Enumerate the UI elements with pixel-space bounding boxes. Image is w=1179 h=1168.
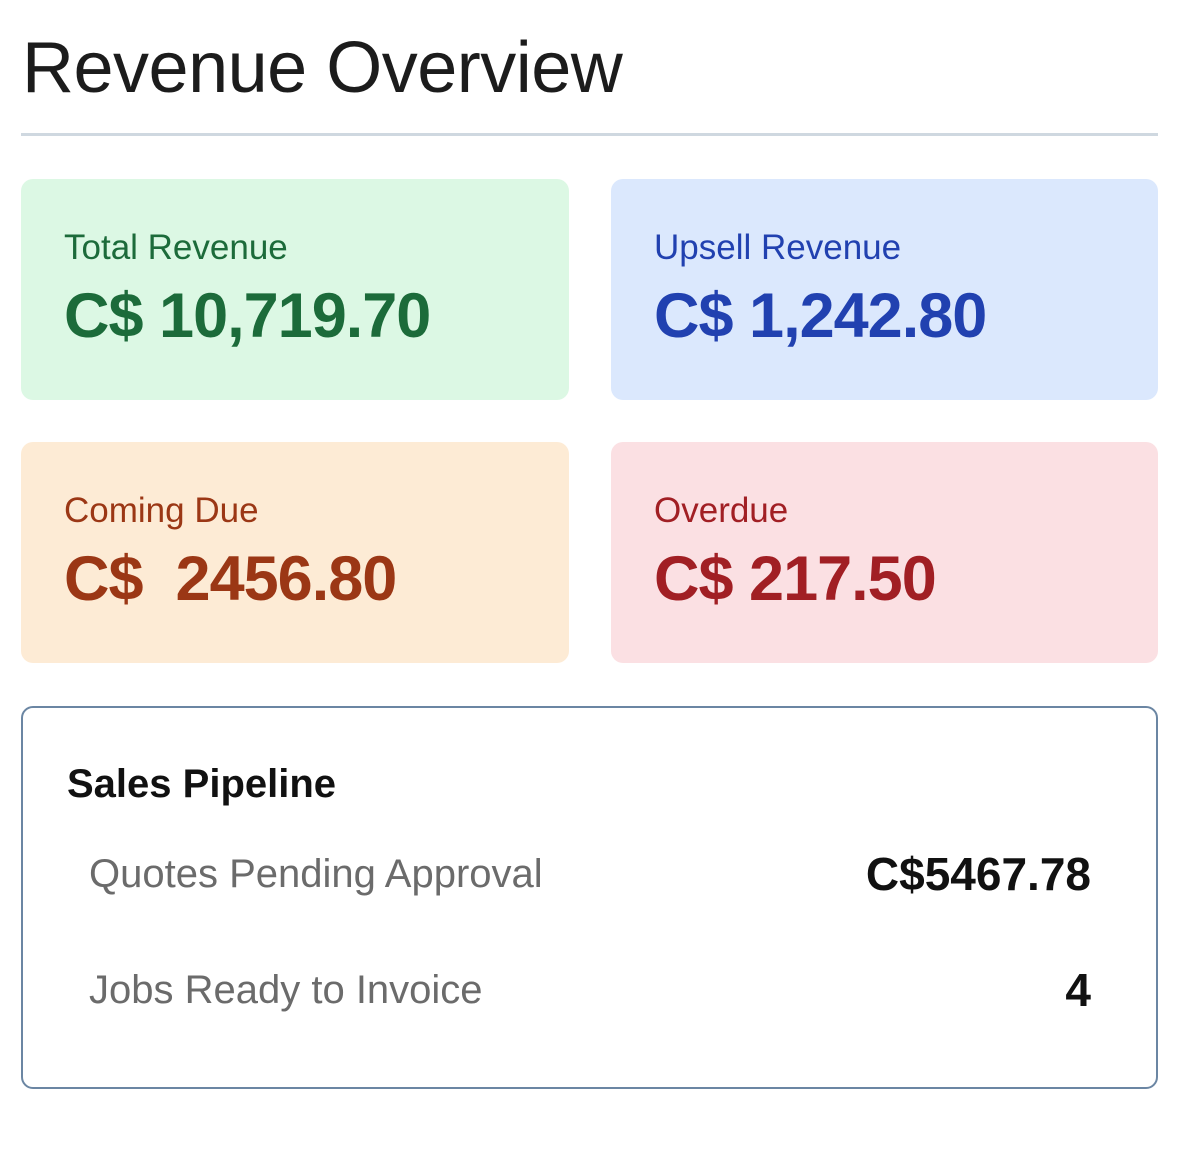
- upsell-revenue-label: Upsell Revenue: [654, 228, 902, 267]
- upsell-revenue-card[interactable]: Upsell Revenue C$ 1,242.80: [611, 179, 1158, 400]
- overdue-label: Overdue: [654, 491, 789, 530]
- quotes-pending-approval-label: Quotes Pending Approval: [89, 852, 543, 896]
- jobs-ready-to-invoice-label: Jobs Ready to Invoice: [89, 968, 483, 1012]
- coming-due-value: C$ 2456.80: [64, 544, 397, 614]
- jobs-ready-to-invoice-row[interactable]: Jobs Ready to Invoice 4: [89, 960, 1091, 1020]
- quotes-pending-approval-value: C$5467.78: [865, 848, 1091, 900]
- title-divider: [21, 133, 1158, 136]
- overdue-value: C$ 217.50: [654, 544, 937, 614]
- quotes-pending-approval-row[interactable]: Quotes Pending Approval C$5467.78: [89, 844, 1091, 904]
- coming-due-card[interactable]: Coming Due C$ 2456.80: [21, 442, 569, 663]
- overdue-card[interactable]: Overdue C$ 217.50: [611, 442, 1158, 663]
- coming-due-label: Coming Due: [64, 491, 259, 530]
- jobs-ready-to-invoice-value: 4: [1065, 964, 1091, 1016]
- page-title: Revenue Overview: [22, 28, 623, 108]
- upsell-revenue-value: C$ 1,242.80: [654, 281, 987, 351]
- total-revenue-value: C$ 10,719.70: [64, 281, 431, 351]
- total-revenue-label: Total Revenue: [64, 228, 288, 267]
- sales-pipeline-panel: Sales Pipeline Quotes Pending Approval C…: [21, 706, 1158, 1089]
- sales-pipeline-title: Sales Pipeline: [67, 762, 337, 806]
- total-revenue-card[interactable]: Total Revenue C$ 10,719.70: [21, 179, 569, 400]
